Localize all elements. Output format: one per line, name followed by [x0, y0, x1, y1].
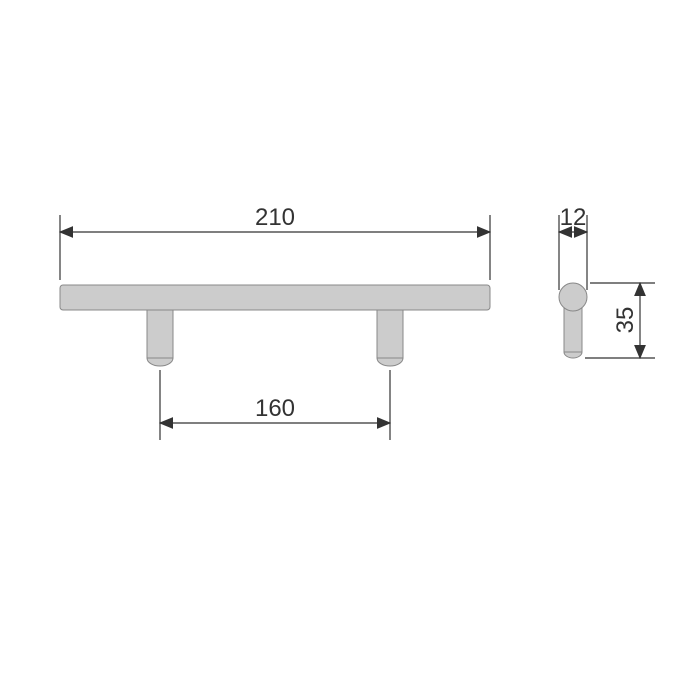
handle-leg-right: [377, 310, 403, 366]
dimension-overall-width: 210: [60, 204, 490, 280]
dim-hole-centers-label: 160: [255, 395, 295, 422]
front-view: 210 160: [60, 204, 490, 440]
handle-leg-left: [147, 310, 173, 366]
dimension-diameter: 12: [559, 204, 587, 290]
dimension-projection: 35: [585, 283, 655, 358]
dim-projection-label: 35: [612, 307, 639, 334]
side-bar-end: [559, 283, 587, 311]
dimension-hole-centers: 160: [160, 370, 390, 440]
dim-overall-width-label: 210: [255, 204, 295, 231]
dim-diameter-label: 12: [560, 204, 587, 231]
technical-drawing: 210 160 12 35: [0, 0, 700, 700]
side-view: 12 35: [559, 204, 655, 358]
handle-bar: [60, 285, 490, 310]
